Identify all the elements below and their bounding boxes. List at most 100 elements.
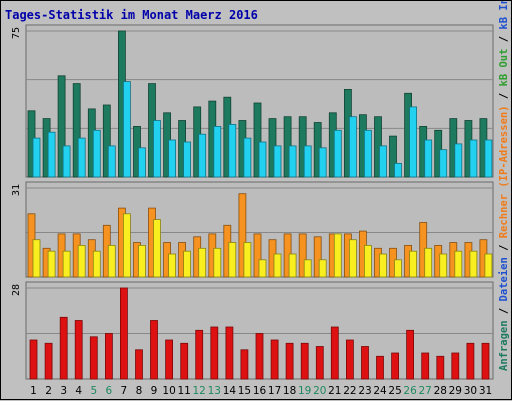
x-tick-label: 7 — [121, 385, 128, 397]
bar-rechner-8 — [138, 244, 146, 278]
x-tick-label: 14 — [223, 385, 237, 397]
bar-dateien-13 — [213, 126, 222, 178]
bar-kb-f-13 — [210, 326, 219, 380]
bar-kb-f-6 — [105, 333, 113, 380]
x-tick-label: 22 — [343, 385, 356, 397]
bar-rechner-14 — [228, 242, 237, 278]
bar-dateien-19 — [303, 145, 312, 178]
bar-dateien-8 — [138, 147, 146, 178]
bar-kb-f-8 — [135, 349, 143, 380]
x-tick-label: 31 — [479, 385, 492, 397]
bar-kb-f-26 — [406, 329, 415, 380]
bar-rechner-20 — [318, 259, 327, 278]
bar-rechner-11 — [183, 250, 192, 278]
bar-rechner-22 — [348, 239, 357, 278]
y-max-label: 28 — [11, 284, 22, 296]
bar-kb-f-29 — [451, 352, 460, 380]
panels: 75 31 28 — [11, 24, 494, 380]
bar-dateien-26 — [409, 106, 418, 178]
bar-rechner-31 — [484, 253, 493, 278]
bar-dateien-17 — [273, 145, 282, 178]
bar-kb-f-23 — [361, 346, 369, 380]
bar-rechner-4 — [77, 244, 86, 278]
legend-entry: Anfragen — [498, 320, 510, 371]
x-tick-label: 2 — [45, 385, 52, 397]
bar-dateien-30 — [469, 139, 478, 178]
bar-dateien-21 — [333, 129, 342, 178]
bar-rechner-25 — [394, 259, 402, 278]
chart-title: Tages-Statistik im Monat Maerz 2016 — [5, 8, 258, 22]
panel-3: 28 — [11, 281, 494, 380]
x-tick-label: 6 — [106, 385, 113, 397]
x-tick-label: 29 — [449, 385, 462, 397]
bar-dateien-10 — [168, 139, 177, 178]
legend-entry: / — [498, 238, 510, 257]
x-tick-label: 8 — [136, 385, 143, 397]
bar-rechner-3 — [62, 250, 71, 278]
bar-dateien-24 — [379, 145, 387, 178]
x-tick-label: 15 — [238, 385, 251, 397]
bar-kb-f-12 — [195, 329, 204, 380]
bar-rechner-10 — [168, 253, 177, 278]
bar-kb-f-16 — [255, 333, 264, 380]
bar-rechner-5 — [92, 250, 101, 278]
bar-rechner-15 — [243, 242, 252, 278]
bar-kb-f-2 — [44, 342, 53, 380]
x-tick-label: 11 — [178, 385, 191, 397]
bar-rechner-30 — [469, 250, 478, 278]
x-tick-label: 1 — [30, 385, 37, 397]
x-tick-label: 16 — [253, 385, 267, 397]
bar-dateien-2 — [47, 131, 56, 178]
bar-dateien-9 — [153, 120, 161, 178]
x-tick-label: 23 — [358, 385, 371, 397]
x-tick-label: 26 — [403, 385, 417, 397]
bar-kb-f-20 — [315, 346, 324, 380]
bar-kb-f-24 — [376, 355, 384, 380]
legend-entry: kB Out — [498, 49, 510, 87]
x-tick-label: 28 — [434, 385, 447, 397]
bar-rechner-29 — [454, 250, 463, 278]
bar-rechner-28 — [439, 253, 448, 278]
bar-anfragen-3 — [57, 75, 66, 178]
bar-dateien-31 — [484, 139, 493, 178]
bar-rechner-24 — [379, 253, 387, 278]
bar-kb-f-3 — [59, 316, 68, 380]
bar-rechner-9 — [153, 219, 161, 278]
bar-dateien-12 — [198, 133, 207, 178]
bar-rechner-17 — [273, 253, 282, 278]
x-tick-label: 12 — [193, 385, 206, 397]
x-tick-label: 3 — [60, 385, 67, 397]
x-tick-label: 18 — [283, 385, 296, 397]
bar-rechner-ip-adressen--20 — [313, 236, 322, 278]
bar-rechner-7 — [123, 213, 131, 278]
bar-rechner-6 — [107, 244, 116, 278]
bar-dateien-5 — [92, 129, 101, 178]
bar-dateien-14 — [228, 124, 237, 178]
bar-kb-f-15 — [240, 349, 249, 380]
bar-rechner-12 — [198, 247, 207, 278]
bar-dateien-23 — [363, 129, 372, 178]
x-tick-label: 25 — [388, 385, 401, 397]
bar-dateien-3 — [62, 145, 71, 178]
bar-rechner-13 — [213, 247, 222, 278]
panel-1: 75 — [11, 24, 494, 178]
legend-entry: Rechner (IP-Adressen) — [498, 105, 510, 238]
bar-rechner-16 — [258, 259, 267, 278]
bar-rechner-27 — [424, 247, 433, 278]
x-tick-label: 17 — [268, 385, 281, 397]
bar-dateien-20 — [318, 147, 327, 178]
bar-rechner-ip-adressen--15 — [238, 193, 247, 278]
bar-kb-f-4 — [74, 320, 83, 380]
bar-anfragen-4 — [72, 83, 81, 178]
bar-anfragen-16 — [253, 102, 262, 178]
x-tick-label: 4 — [75, 385, 82, 397]
bar-kb-f-1 — [29, 339, 38, 380]
bar-dateien-4 — [77, 137, 86, 178]
bar-kb-f-28 — [436, 355, 445, 380]
y-max-label: 31 — [11, 184, 22, 196]
x-tick-label: 21 — [328, 385, 341, 397]
bar-kb-f-7 — [120, 287, 128, 380]
bar-rechner-18 — [288, 253, 297, 278]
bar-rechner-26 — [409, 250, 418, 278]
x-tick-label: 30 — [464, 385, 477, 397]
